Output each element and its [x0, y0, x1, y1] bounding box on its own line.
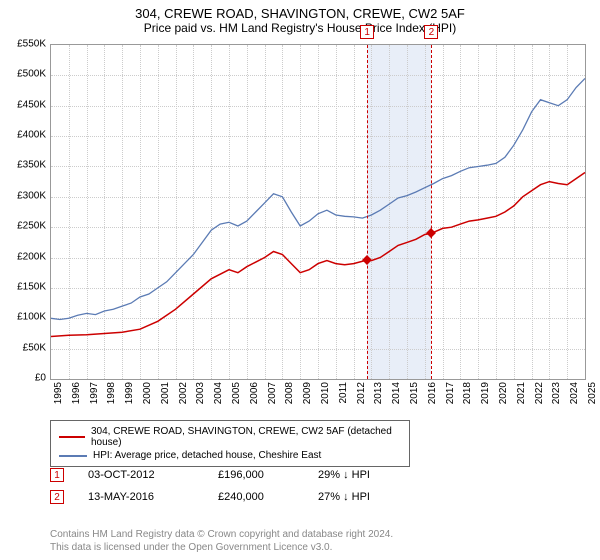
x-tick-label: 2014 — [391, 382, 402, 404]
legend-item: HPI: Average price, detached house, Ches… — [59, 449, 401, 462]
footer-line: This data is licensed under the Open Gov… — [50, 541, 393, 554]
plot-area: 12 — [50, 44, 586, 380]
x-tick-label: 2003 — [195, 382, 206, 404]
x-tick-label: 1997 — [89, 382, 100, 404]
sale-date: 13-MAY-2016 — [88, 491, 218, 503]
y-tick-label: £250K — [17, 221, 46, 232]
x-tick-label: 2013 — [373, 382, 384, 404]
sale-price: £240,000 — [218, 491, 318, 503]
attribution-footer: Contains HM Land Registry data © Crown c… — [50, 528, 393, 554]
x-tick-label: 2002 — [178, 382, 189, 404]
x-tick-label: 1998 — [106, 382, 117, 404]
sale-hpi-diff: 29% ↓ HPI — [318, 469, 418, 481]
x-tick-label: 1995 — [53, 382, 64, 404]
x-tick-label: 2022 — [534, 382, 545, 404]
x-tick-label: 1999 — [124, 382, 135, 404]
series-hpi — [51, 78, 585, 319]
x-tick-label: 2015 — [409, 382, 420, 404]
x-tick-label: 2010 — [320, 382, 331, 404]
y-tick-label: £0 — [35, 373, 46, 384]
x-tick-label: 2004 — [213, 382, 224, 404]
x-tick-label: 2001 — [160, 382, 171, 404]
table-row: 1 03-OCT-2012 £196,000 29% ↓ HPI — [50, 464, 418, 486]
line-series — [51, 45, 585, 379]
y-tick-label: £500K — [17, 69, 46, 80]
sale-date: 03-OCT-2012 — [88, 469, 218, 481]
x-tick-label: 2019 — [480, 382, 491, 404]
y-tick-label: £200K — [17, 251, 46, 262]
sale-badge-icon: 2 — [50, 490, 64, 504]
sales-table: 1 03-OCT-2012 £196,000 29% ↓ HPI 2 13-MA… — [50, 464, 418, 508]
x-tick-label: 1996 — [71, 382, 82, 404]
legend-swatch — [59, 455, 87, 457]
legend-swatch — [59, 436, 85, 438]
x-tick-label: 2012 — [356, 382, 367, 404]
y-tick-label: £150K — [17, 281, 46, 292]
legend: 304, CREWE ROAD, SHAVINGTON, CREWE, CW2 … — [50, 420, 410, 467]
y-tick-label: £400K — [17, 130, 46, 141]
x-tick-label: 2024 — [569, 382, 580, 404]
x-tick-label: 2008 — [284, 382, 295, 404]
x-tick-label: 2005 — [231, 382, 242, 404]
series-price_paid — [51, 173, 585, 337]
sale-price: £196,000 — [218, 469, 318, 481]
legend-label: 304, CREWE ROAD, SHAVINGTON, CREWE, CW2 … — [91, 426, 401, 448]
chart-subtitle: Price paid vs. HM Land Registry's House … — [0, 21, 600, 35]
title-block: 304, CREWE ROAD, SHAVINGTON, CREWE, CW2 … — [0, 0, 600, 35]
x-tick-label: 2011 — [338, 382, 349, 404]
sale-hpi-diff: 27% ↓ HPI — [318, 491, 418, 503]
x-tick-label: 2023 — [551, 382, 562, 404]
legend-label: HPI: Average price, detached house, Ches… — [93, 450, 321, 461]
y-tick-label: £100K — [17, 312, 46, 323]
legend-item: 304, CREWE ROAD, SHAVINGTON, CREWE, CW2 … — [59, 425, 401, 449]
y-tick-label: £50K — [23, 342, 46, 353]
y-tick-label: £550K — [17, 39, 46, 50]
x-tick-label: 2016 — [427, 382, 438, 404]
sale-badge-icon: 2 — [424, 25, 438, 39]
x-tick-label: 2025 — [587, 382, 598, 404]
y-tick-label: £350K — [17, 160, 46, 171]
chart-title: 304, CREWE ROAD, SHAVINGTON, CREWE, CW2 … — [0, 6, 600, 21]
footer-line: Contains HM Land Registry data © Crown c… — [50, 528, 393, 541]
x-tick-label: 2007 — [267, 382, 278, 404]
x-tick-label: 2018 — [462, 382, 473, 404]
y-tick-label: £450K — [17, 99, 46, 110]
x-tick-label: 2009 — [302, 382, 313, 404]
y-tick-label: £300K — [17, 190, 46, 201]
sale-badge-icon: 1 — [360, 25, 374, 39]
sale-badge-icon: 1 — [50, 468, 64, 482]
x-tick-label: 2006 — [249, 382, 260, 404]
table-row: 2 13-MAY-2016 £240,000 27% ↓ HPI — [50, 486, 418, 508]
x-tick-label: 2000 — [142, 382, 153, 404]
x-tick-label: 2021 — [516, 382, 527, 404]
chart-container: 304, CREWE ROAD, SHAVINGTON, CREWE, CW2 … — [0, 0, 600, 560]
x-tick-label: 2020 — [498, 382, 509, 404]
x-tick-label: 2017 — [445, 382, 456, 404]
